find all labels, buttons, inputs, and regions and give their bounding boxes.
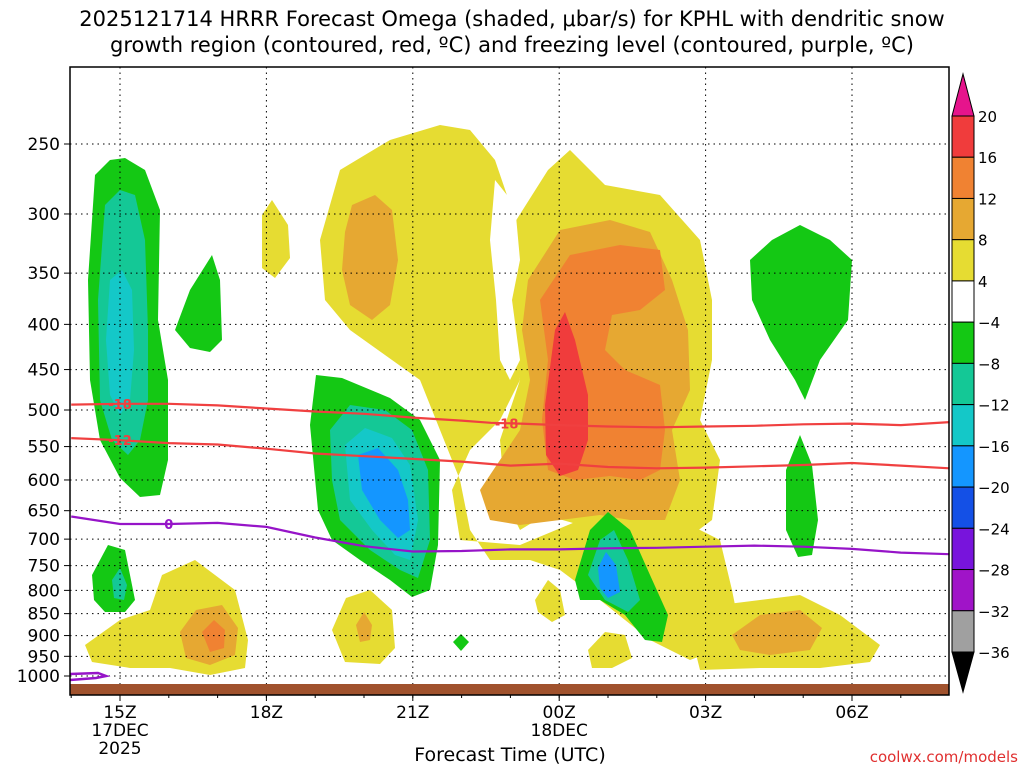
x-tick-date: 18DEC	[531, 721, 588, 741]
omega-region-red-center	[545, 312, 588, 476]
y-tick-label: 900	[28, 627, 60, 647]
colorbar-segment	[951, 239, 975, 282]
y-tick-label: 450	[28, 361, 60, 381]
colorbar-label: −20	[978, 479, 1010, 497]
contour-dgz-minus12	[71, 437, 950, 470]
colorbar-label: −32	[978, 603, 1010, 621]
colorbar-segment	[951, 362, 975, 406]
omega-region-yellow-gap	[490, 180, 520, 380]
grid	[70, 67, 949, 695]
colorbar-segment	[951, 115, 975, 158]
colorbar-segment	[951, 280, 975, 323]
colorbar-segment	[951, 445, 975, 488]
colorbar-label: −36	[978, 644, 1010, 662]
omega-region-yellow-small-low	[588, 632, 632, 668]
colorbar-label: 4	[978, 273, 988, 291]
colorbar-label: −28	[978, 562, 1010, 580]
x-tick-label: 00Z	[543, 703, 576, 723]
y-tick-label: 850	[28, 605, 60, 625]
y-tick-label: 800	[28, 581, 60, 601]
colorbar-segment	[951, 569, 975, 612]
omega-region-yellow-small	[262, 200, 290, 278]
y-tick-label: 750	[28, 557, 60, 577]
colorbar-label: −16	[978, 438, 1010, 456]
contour-label-dgz-minus12: -12	[108, 434, 132, 449]
omega-region-green-upper	[175, 255, 222, 352]
colorbar-label: 20	[978, 108, 997, 126]
colorbar-label: −24	[978, 520, 1010, 538]
colorbar-segment	[951, 156, 975, 199]
x-tick-date: 17DEC	[91, 721, 148, 741]
x-tick-label: 18Z	[250, 703, 283, 723]
ground-strip	[70, 684, 949, 695]
contour-label-dgz-minus18: -18	[108, 398, 132, 413]
chart-title: 2025121714 HRRR Forecast Omega (shaded, …	[79, 7, 945, 57]
colorbar-label: −12	[978, 397, 1010, 415]
x-tick-label: 06Z	[835, 703, 868, 723]
x-tick-label: 15Z	[103, 703, 136, 723]
omega-region-gold-low-right	[732, 610, 822, 655]
x-tick-label: 03Z	[689, 703, 722, 723]
colorbar-label: −8	[978, 355, 1000, 373]
y-tick-label: 650	[28, 502, 60, 522]
colorbar-segment	[951, 486, 975, 529]
colorbar-segment	[951, 610, 975, 653]
plot-frame	[69, 66, 950, 696]
colorbar-segment	[951, 197, 975, 241]
y-tick-label: 950	[28, 647, 60, 667]
y-tick-label: 1000	[17, 667, 60, 687]
colorbar-label: 16	[978, 149, 997, 167]
x-tick-label: 21Z	[396, 703, 429, 723]
contour-lines: -18 -18 -12 0	[71, 398, 950, 556]
colorbar-segment	[951, 527, 975, 571]
colorbar-arrow-bottom	[951, 651, 975, 694]
attribution: coolwx.com/models	[869, 748, 1018, 766]
colorbar: 20 16 12 8 4 −4 −8 −12 −16 −20 −24 −28 −32 −36	[951, 72, 1010, 694]
colorbar-segment	[951, 404, 975, 447]
y-tick-label: 700	[28, 530, 60, 550]
omega-region-green-right	[750, 225, 852, 400]
colorbar-label: 8	[978, 232, 988, 250]
colorbar-segment	[951, 321, 975, 364]
omega-region-blue-low-mid	[598, 552, 620, 598]
y-tick-label: 350	[28, 264, 60, 284]
y-axis: 2503003504004505005506006507007508008509…	[17, 135, 70, 687]
omega-shading	[85, 125, 880, 675]
y-tick-label: 550	[28, 438, 60, 458]
y-tick-label: 250	[28, 135, 60, 155]
colorbar-label: −4	[978, 314, 1000, 332]
x-axis-title: Forecast Time (UTC)	[414, 744, 606, 766]
omega-region-blue-center	[358, 448, 410, 538]
y-tick-label: 300	[28, 205, 60, 225]
y-tick-label: 500	[28, 401, 60, 421]
omega-region-yellow-small-mid	[535, 580, 565, 622]
contour-dgz-minus18	[71, 402, 950, 429]
contour-label-freezing-level-0: 0	[164, 518, 173, 533]
contour-freezing-level-0	[71, 515, 950, 556]
omega-region-gold-upper	[342, 195, 398, 320]
y-tick-label: 400	[28, 315, 60, 335]
colorbar-label: 12	[978, 190, 997, 208]
contour-label-dgz-minus18-2: -18	[495, 418, 519, 433]
omega-region-green-dot	[453, 634, 469, 651]
freezing-level-surface-contour	[69, 671, 111, 682]
colorbar-arrow-top	[951, 72, 975, 117]
x-tick-year: 2025	[98, 739, 141, 759]
omega-region-gold-low-center	[356, 612, 372, 642]
y-tick-label: 600	[28, 471, 60, 491]
